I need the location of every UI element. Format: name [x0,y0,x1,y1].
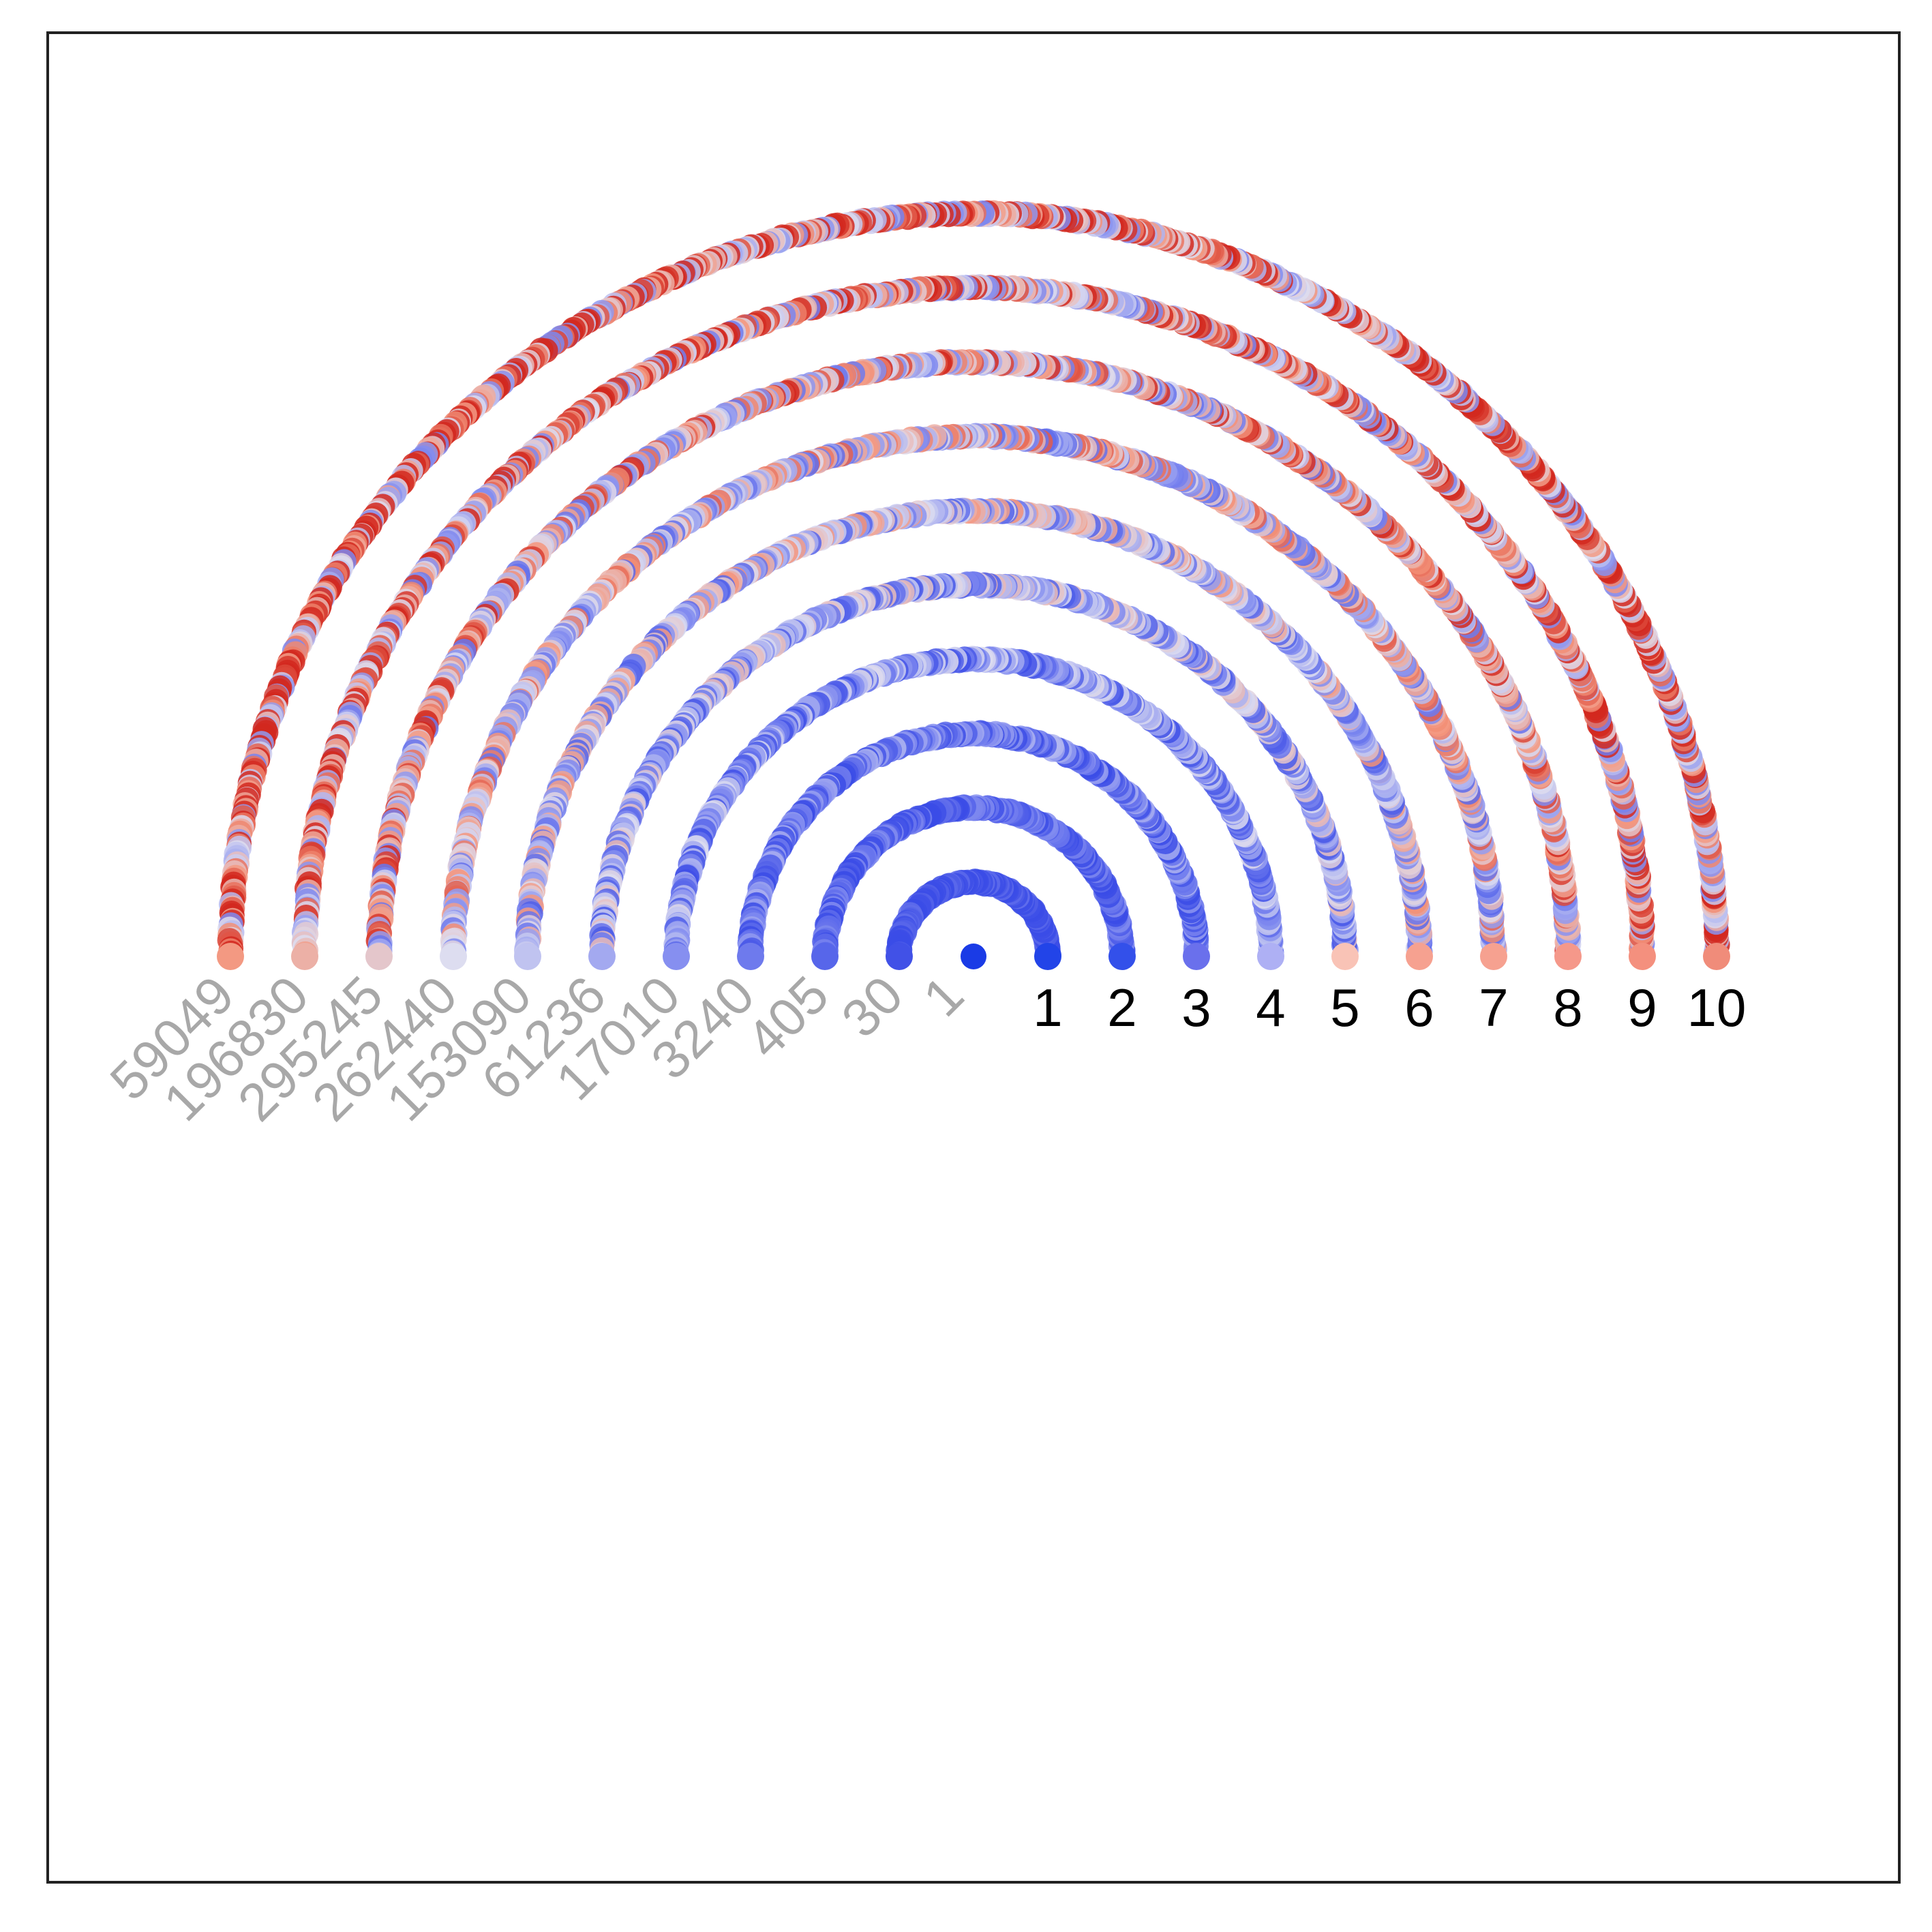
ring-2-endpoint-right [1108,943,1136,970]
ring-9-endpoint-left [291,943,318,970]
plot-frame [46,31,1901,1884]
ring-8-endpoint-right [1554,943,1582,970]
chart-points [217,200,1730,970]
count-label-center: 1 [911,965,975,1028]
ring-4-endpoint-right [1257,943,1284,970]
ring-6-endpoint-right [1406,943,1433,970]
ring-1-endpoint-left [886,943,913,970]
ring-5-endpoint-left [588,943,616,970]
ring-10-endpoint-right [1703,943,1730,970]
ring-label-7: 7 [1479,978,1508,1038]
ring-1-points [886,869,1061,970]
ring-1-endpoint-right [1034,943,1061,970]
ring-10-endpoint-left [217,943,244,970]
ring-6-endpoint-left [514,943,541,970]
ring-7-endpoint-right [1480,943,1507,970]
ring-9-points [291,274,1656,970]
ring-2-points [811,794,1136,970]
ring-8-points [365,349,1582,970]
ring-7-points [440,423,1507,970]
center-point [961,944,986,969]
ring-8-endpoint-left [365,943,393,970]
ring-2-endpoint-left [811,943,839,970]
ring-label-10: 10 [1687,978,1747,1038]
ring-5-points [588,571,1359,970]
ring-label-9: 9 [1627,978,1657,1038]
ring-label-4: 4 [1256,978,1285,1038]
ring-4-points [663,646,1284,970]
ring-label-8: 8 [1553,978,1582,1038]
ring-3-points [737,720,1210,970]
ring-4-endpoint-left [663,943,690,970]
ring-5-endpoint-right [1331,943,1359,970]
ring-3-endpoint-left [737,943,764,970]
ring-10-points [217,200,1730,970]
ring-label-3: 3 [1181,978,1211,1038]
ring-9-endpoint-right [1629,943,1656,970]
ring-label-6: 6 [1404,978,1434,1038]
ring-label-1: 1 [1033,978,1062,1038]
ring-7-endpoint-left [440,943,467,970]
ring-6-points [514,498,1433,970]
ring-3-endpoint-right [1183,943,1210,970]
ring-label-2: 2 [1107,978,1136,1038]
ring-label-5: 5 [1330,978,1359,1038]
count-label-ring-1: 30 [830,965,914,1049]
